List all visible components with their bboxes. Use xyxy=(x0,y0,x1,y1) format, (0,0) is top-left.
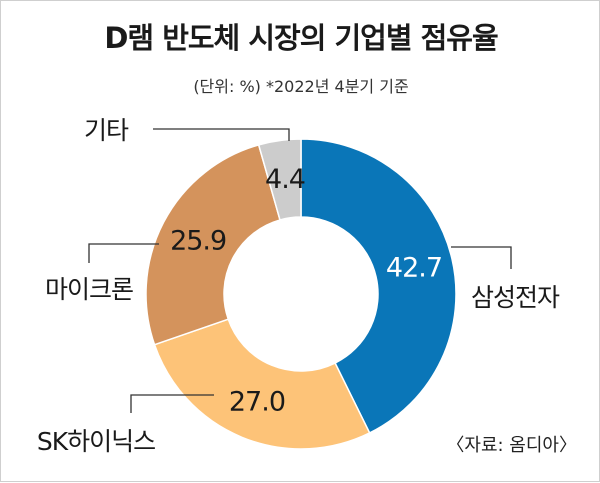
leader-lines-group xyxy=(88,128,512,413)
category-label-2: 마이크론 xyxy=(45,275,133,304)
value-label-3: 4.4 xyxy=(265,164,305,195)
leader-line-2 xyxy=(88,243,159,263)
leader-line-1 xyxy=(130,394,214,413)
chart-subtitle: (단위: %) *2022년 4분기 기준 xyxy=(193,77,409,96)
leader-line-3 xyxy=(153,128,290,141)
category-label-3: 기타 xyxy=(84,116,129,145)
value-label-0: 42.7 xyxy=(386,253,442,284)
category-label-1: SK하이닉스 xyxy=(37,427,155,456)
slices-group xyxy=(145,138,457,450)
value-label-2: 25.9 xyxy=(170,225,226,256)
leader-line-0 xyxy=(451,246,512,269)
donut-slice-0 xyxy=(300,138,457,434)
labels-group: 42.7 27.0 25.9 4.4 삼성전자 SK하이닉스 마이크론 기타 xyxy=(37,116,561,456)
chart-title: D램 반도체 시장의 기업별 점유율 xyxy=(104,21,498,55)
source-note: 〈자료: 옴디아〉 xyxy=(446,435,577,456)
value-label-1: 27.0 xyxy=(229,386,285,417)
donut-slice-1 xyxy=(153,318,371,450)
category-label-0: 삼성전자 xyxy=(471,283,560,312)
donut-slice-3 xyxy=(257,138,302,221)
donut-slice-2 xyxy=(145,143,281,346)
